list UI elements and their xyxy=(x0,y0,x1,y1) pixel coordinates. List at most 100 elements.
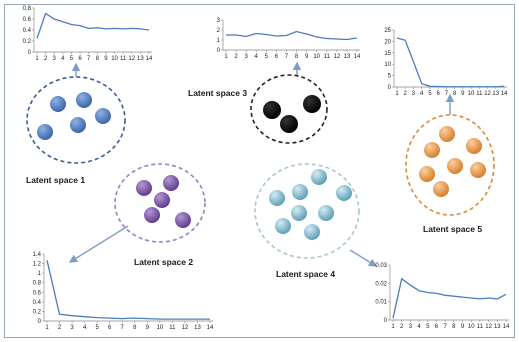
latent-space-3-label: Latent space 3 xyxy=(188,88,247,98)
latent-space-5-label: Latent space 5 xyxy=(423,224,482,234)
x-tick-label: 14 xyxy=(501,91,508,97)
x-tick-label: 4 xyxy=(255,54,259,60)
cluster-point xyxy=(154,192,170,208)
x-tick-label: 3 xyxy=(409,324,413,330)
x-tick-label: 10 xyxy=(157,325,164,331)
latent-space-3-boundary xyxy=(250,74,328,144)
x-tick-label: 8 xyxy=(452,324,456,330)
arrow-2 xyxy=(68,225,129,263)
x-tick-label: 12 xyxy=(128,56,135,62)
x-tick-label: 2 xyxy=(404,91,408,97)
y-tick-label: 0.4 xyxy=(33,300,42,306)
x-tick-label: 8 xyxy=(96,56,100,62)
x-tick-label: 5 xyxy=(70,56,74,62)
series-line xyxy=(396,37,505,88)
x-tick-label: 4 xyxy=(61,56,65,62)
x-tick-label: 5 xyxy=(428,91,432,97)
latent-space-1 xyxy=(26,76,126,164)
cluster-point xyxy=(303,95,321,113)
x-tick-label: 9 xyxy=(104,56,108,62)
series-line xyxy=(226,30,358,41)
y-tick-label: 0.01 xyxy=(375,300,387,306)
x-tick-label: 11 xyxy=(477,324,484,330)
x-tick-label: 13 xyxy=(194,325,201,331)
cluster-point xyxy=(291,205,307,221)
y-tick-label: 15 xyxy=(384,51,391,57)
x-tick-label: 3 xyxy=(412,91,416,97)
latent-space-4-label: Latent space 4 xyxy=(276,269,335,279)
latent-space-3 xyxy=(250,74,328,144)
x-tick-label: 9 xyxy=(461,324,465,330)
arrow-4 xyxy=(349,249,378,267)
y-tick-label: 0.6 xyxy=(33,290,42,296)
x-tick-label: 7 xyxy=(87,56,91,62)
x-tick-label: 8 xyxy=(295,54,299,60)
cluster-point xyxy=(70,117,86,133)
x-tick-label: 6 xyxy=(108,325,112,331)
cluster-point xyxy=(263,101,281,119)
y-tick-label: 1 xyxy=(38,271,42,277)
latent-space-4-boundary xyxy=(254,163,360,259)
latent-space-2-boundary xyxy=(114,163,206,243)
x-tick-label: 6 xyxy=(435,324,439,330)
y-tick-label: 0 xyxy=(388,85,392,91)
cluster-point xyxy=(163,175,179,191)
y-tick-label: 1 xyxy=(217,38,221,44)
chart-latent-space-4: 00.010.020.031 2 3 4 5 6 7 8 9 10 11 12 13 14 xyxy=(375,263,510,330)
y-tick-label: 25 xyxy=(384,28,391,34)
x-tick-label: 14 xyxy=(503,324,510,330)
cluster-point xyxy=(292,184,308,200)
cluster-point xyxy=(269,190,285,206)
x-tick-label: 11 xyxy=(169,325,176,331)
cluster-point xyxy=(447,158,463,174)
cluster-point xyxy=(433,181,449,197)
cluster-point xyxy=(144,207,160,223)
x-tick-label: 10 xyxy=(468,324,475,330)
cluster-point xyxy=(175,212,191,228)
series-line xyxy=(46,260,210,320)
x-tick-label: 3 xyxy=(53,56,57,62)
x-tick-label: 6 xyxy=(78,56,82,62)
latent-space-5 xyxy=(405,114,495,216)
series-line xyxy=(36,12,150,39)
x-tick-label: 3 xyxy=(70,325,74,331)
x-tick-label: 7 xyxy=(285,54,289,60)
x-tick-label: 14 xyxy=(354,54,361,60)
x-tick-label: 12 xyxy=(485,324,492,330)
cluster-point xyxy=(275,218,291,234)
x-tick-label: 6 xyxy=(436,91,440,97)
x-tick-label: 2 xyxy=(234,54,238,60)
y-tick-label: 3 xyxy=(217,18,221,24)
y-tick-label: 20 xyxy=(384,39,391,45)
x-tick-label: 10 xyxy=(468,91,475,97)
series-line xyxy=(392,277,507,319)
x-tick-label: 7 xyxy=(121,325,125,331)
x-tick-label: 5 xyxy=(95,325,99,331)
cluster-point xyxy=(304,224,320,240)
y-tick-label: 1.2 xyxy=(33,262,42,268)
x-tick-label: 12 xyxy=(484,91,491,97)
x-tick-label: 11 xyxy=(324,54,331,60)
x-tick-label: 4 xyxy=(420,91,424,97)
latent-space-2-label: Latent space 2 xyxy=(134,257,193,267)
figure-frame xyxy=(4,4,515,338)
chart-latent-space-1: 00.20.40.60.81 2 3 4 5 6 7 8 9 10 11 12 13 14 xyxy=(23,6,153,62)
cluster-point xyxy=(50,96,66,112)
x-tick-label: 12 xyxy=(334,54,341,60)
x-tick-label: 3 xyxy=(244,54,248,60)
x-tick-label: 2 xyxy=(44,56,48,62)
x-tick-label: 7 xyxy=(445,91,449,97)
y-tick-label: 0 xyxy=(217,48,221,54)
x-tick-label: 8 xyxy=(453,91,457,97)
cluster-point xyxy=(95,108,111,124)
cluster-point xyxy=(466,138,482,154)
cluster-point xyxy=(419,166,435,182)
x-tick-label: 9 xyxy=(146,325,150,331)
cluster-point xyxy=(424,142,440,158)
x-tick-label: 9 xyxy=(305,54,309,60)
latent-space-5-boundary xyxy=(405,114,495,216)
x-tick-label: 13 xyxy=(344,54,351,60)
y-tick-label: 1.4 xyxy=(33,252,42,258)
